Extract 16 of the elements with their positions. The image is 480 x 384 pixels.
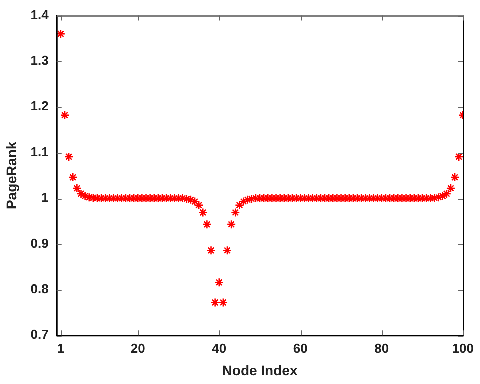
y-tick-label: 1 (42, 190, 49, 206)
y-axis-title: PageRank (3, 142, 20, 210)
x-tick-label: 60 (293, 340, 308, 356)
y-tick-label: 0.7 (30, 327, 49, 342)
y-tick-label: 0.9 (30, 236, 49, 251)
y-tick-label: 0.8 (30, 281, 49, 296)
x-tick-label: 80 (374, 340, 390, 356)
x-tick-label: 1 (57, 340, 65, 356)
x-tick-label: 40 (212, 340, 227, 356)
x-tick-label: 20 (130, 340, 146, 356)
x-axis-title: Node Index (222, 362, 298, 378)
x-tick-label: 100 (452, 340, 474, 356)
y-tick-label: 1.4 (30, 7, 50, 22)
y-tick-label: 1.1 (30, 144, 49, 160)
y-tick-label: 1.2 (30, 98, 49, 114)
y-tick-label: 1.3 (30, 53, 49, 68)
